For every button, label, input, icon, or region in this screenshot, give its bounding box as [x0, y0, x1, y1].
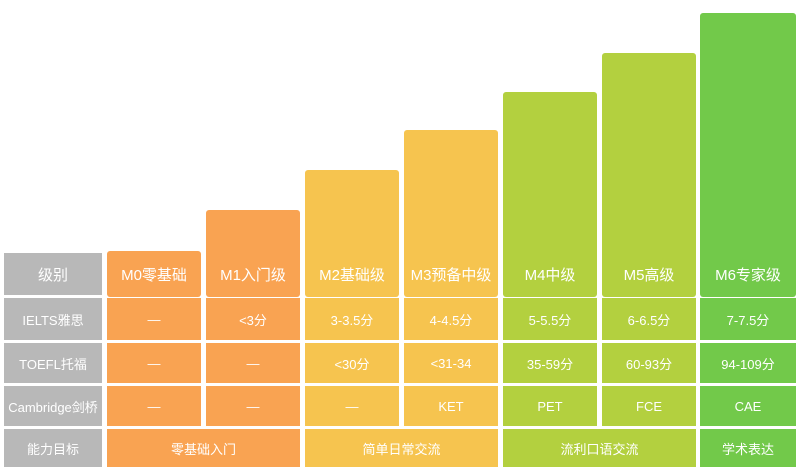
level-bar-m1	[206, 210, 300, 297]
toefl-m6: 94-109分	[700, 343, 796, 383]
cambridge-m0: —	[107, 386, 201, 426]
ielts-m3: 4-4.5分	[404, 298, 498, 340]
goal-daily: 简单日常交流	[305, 429, 498, 467]
toefl-m1: —	[206, 343, 300, 383]
ielts-m6: 7-7.5分	[700, 298, 796, 340]
level-name-m1: M1入门级	[220, 266, 286, 284]
level-name-m2: M2基础级	[319, 266, 385, 284]
ielts-m0: —	[107, 298, 201, 340]
level-bar-m6	[700, 13, 796, 297]
row-header-toefl: TOEFL托福	[4, 343, 102, 383]
goal-beginner: 零基础入门	[107, 429, 300, 467]
goal-academic: 学术表达	[700, 429, 796, 467]
ielts-m1: <3分	[206, 298, 300, 340]
ielts-m2: 3-3.5分	[305, 298, 399, 340]
row-header-goal: 能力目标	[4, 429, 102, 467]
level-bar-m0	[107, 251, 201, 297]
cambridge-m6: CAE	[700, 386, 796, 426]
cambridge-m5: FCE	[602, 386, 696, 426]
goal-fluent: 流利口语交流	[503, 429, 696, 467]
ielts-m4: 5-5.5分	[503, 298, 597, 340]
level-name-m4: M4中级	[524, 266, 576, 284]
level-bar-m2	[305, 170, 399, 297]
cambridge-m3: KET	[404, 386, 498, 426]
level-bar-m3	[404, 130, 498, 297]
toefl-m4: 35-59分	[503, 343, 597, 383]
level-bar-m5	[602, 53, 696, 297]
level-bar-m4	[503, 92, 597, 297]
toefl-m5: 60-93分	[602, 343, 696, 383]
row-header-cambridge: Cambridge剑桥	[4, 386, 102, 426]
cambridge-m2: —	[305, 386, 399, 426]
cambridge-m1: —	[206, 386, 300, 426]
level-name-m3: M3预备中级	[410, 266, 492, 284]
row-header-ielts: IELTS雅思	[4, 298, 102, 340]
level-name-m5: M5高级	[623, 266, 675, 284]
toefl-m2: <30分	[305, 343, 399, 383]
toefl-m0: —	[107, 343, 201, 383]
level-name-m6: M6专家级	[715, 266, 781, 284]
cambridge-m4: PET	[503, 386, 597, 426]
toefl-m3: <31-34	[404, 343, 498, 383]
row-header-level: 级别	[4, 253, 102, 295]
ielts-m5: 6-6.5分	[602, 298, 696, 340]
level-name-m0: M0零基础	[121, 266, 187, 284]
